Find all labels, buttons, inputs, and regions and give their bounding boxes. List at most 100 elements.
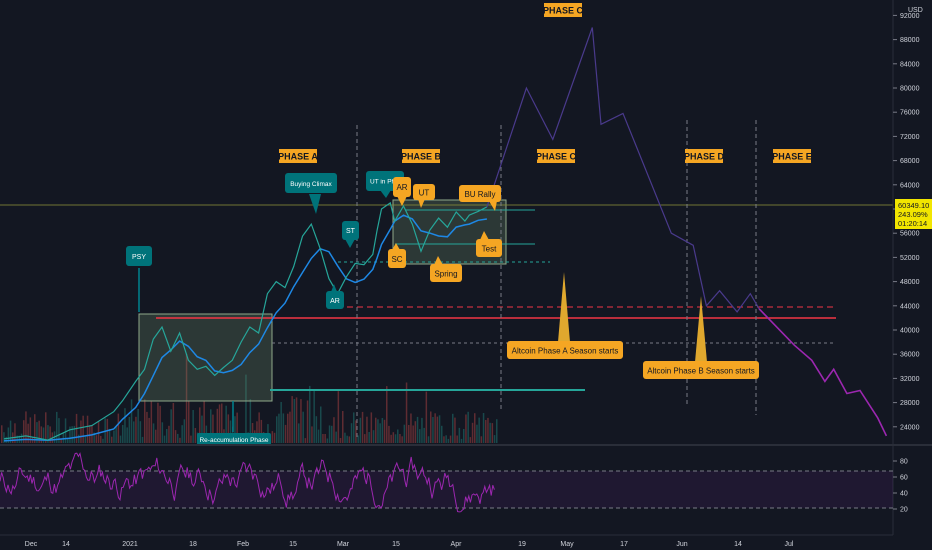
volume-bar bbox=[388, 425, 390, 443]
volume-bar bbox=[73, 425, 76, 443]
svg-text:PHASE C: PHASE C bbox=[536, 152, 577, 162]
volume-bar bbox=[36, 422, 38, 443]
volume-bar bbox=[335, 431, 337, 443]
volume-bar bbox=[216, 408, 219, 443]
event-ar[interactable]: AR bbox=[393, 177, 411, 206]
volume-bar bbox=[478, 417, 480, 443]
volume-bar bbox=[260, 419, 263, 443]
volume-bar bbox=[60, 438, 62, 443]
price-tick-label: 28000 bbox=[900, 400, 920, 407]
volume-bar bbox=[469, 437, 472, 443]
volume-bar bbox=[130, 399, 133, 443]
volume-bar bbox=[361, 411, 364, 443]
time-tick-label: 14 bbox=[62, 541, 70, 548]
volume-bar bbox=[122, 425, 124, 443]
event-sc[interactable]: SC bbox=[388, 243, 406, 268]
volume-bar bbox=[170, 409, 172, 443]
reaccumulation-box[interactable] bbox=[138, 313, 273, 402]
volume-bar bbox=[183, 419, 186, 443]
currency-label: USD bbox=[908, 7, 923, 14]
last-price-badge[interactable]: 60349.10 243.09% 01:20:14 bbox=[895, 199, 932, 229]
event-test[interactable]: Test bbox=[476, 231, 502, 257]
time-tick-label: 2021 bbox=[122, 541, 138, 548]
volume-bar bbox=[42, 427, 45, 443]
phase-label-c[interactable]: PHASE C bbox=[536, 149, 577, 163]
volume-bar bbox=[412, 425, 414, 443]
volume-bar bbox=[474, 413, 476, 443]
volume-bar bbox=[403, 424, 406, 443]
volume-bar bbox=[174, 430, 177, 443]
price-tick-label: 64000 bbox=[900, 182, 920, 189]
volume-bar bbox=[315, 416, 318, 443]
svg-text:Re-accumulation Phase: Re-accumulation Phase bbox=[199, 437, 268, 444]
volume-bar bbox=[350, 423, 353, 443]
volume-bar bbox=[342, 411, 344, 443]
event-buying-climax[interactable]: Buying Climax bbox=[285, 173, 337, 214]
event-ar-low[interactable]: AR bbox=[326, 284, 344, 309]
price-tick-label: 88000 bbox=[900, 37, 920, 44]
volume-bar bbox=[306, 400, 309, 443]
volume-bar bbox=[84, 436, 87, 443]
volume-bar bbox=[293, 399, 296, 443]
volume-bar bbox=[124, 408, 126, 443]
volume-bar bbox=[355, 420, 357, 443]
svg-text:UT in Phase B: UT in Phase B bbox=[370, 179, 412, 186]
price-tick-label: 32000 bbox=[900, 376, 920, 383]
event-reaccumulation[interactable]: Re-accumulation Phase bbox=[197, 401, 271, 445]
volume-bar bbox=[236, 412, 238, 443]
volume-bar bbox=[150, 400, 153, 443]
volume-bar bbox=[287, 413, 289, 443]
phase-label-b[interactable]: PHASE B bbox=[401, 149, 442, 163]
svg-text:PHASE C: PHASE C bbox=[543, 6, 584, 16]
phase-label-a[interactable]: PHASE A bbox=[278, 149, 318, 163]
volume-bar bbox=[67, 438, 69, 443]
volume-bar bbox=[458, 427, 461, 443]
volume-bar bbox=[493, 435, 496, 443]
price-series-line bbox=[3, 201, 488, 441]
volume-bar bbox=[210, 409, 212, 443]
volume-bar bbox=[172, 403, 175, 443]
price-axis[interactable]: 24000 28000 32000 36000 40000 44000 48000 52000… bbox=[893, 13, 920, 431]
note-altcoin-phase-a[interactable]: Altcoin Phase A Season starts bbox=[507, 341, 623, 359]
event-spring[interactable]: Spring bbox=[430, 256, 462, 282]
time-axis[interactable]: Dec 14 2021 18 Feb 15 Mar 15 Apr 19 May 17 Jun 14 Jul bbox=[25, 541, 794, 548]
time-tick-label: Dec bbox=[25, 541, 38, 548]
svg-text:Test: Test bbox=[482, 245, 497, 254]
phase-label-c-top[interactable]: PHASE C bbox=[543, 3, 584, 17]
svg-text:Altcoin Phase A Season starts: Altcoin Phase A Season starts bbox=[512, 347, 619, 356]
volume-bar bbox=[89, 425, 91, 443]
volume-bar bbox=[102, 438, 104, 443]
volume-bar bbox=[443, 436, 445, 443]
price-tick-label: 72000 bbox=[900, 134, 920, 141]
price-tick-label: 84000 bbox=[900, 61, 920, 68]
volume-bar bbox=[188, 401, 190, 443]
event-st[interactable]: ST bbox=[342, 221, 359, 248]
rsi-axis[interactable]: 20 40 60 80 bbox=[893, 459, 908, 514]
volume-bar bbox=[320, 406, 322, 443]
volume-bar bbox=[291, 396, 293, 443]
volume-bar bbox=[436, 416, 439, 443]
event-psy[interactable]: PSY bbox=[126, 246, 152, 312]
volume-bar bbox=[256, 421, 258, 443]
volume-bar bbox=[416, 416, 419, 443]
volume-bar bbox=[434, 413, 436, 443]
volume-bar bbox=[69, 426, 71, 443]
volume-bar bbox=[117, 413, 120, 443]
event-bu-rally[interactable]: BU Rally bbox=[459, 185, 501, 211]
volume-bar bbox=[194, 428, 197, 443]
event-ut[interactable]: UT bbox=[413, 184, 435, 208]
svg-text:PHASE D: PHASE D bbox=[684, 152, 725, 162]
volume-bar bbox=[289, 411, 291, 443]
volume-bar bbox=[344, 432, 346, 443]
volume-bar bbox=[476, 424, 478, 443]
volume-bar bbox=[328, 425, 331, 443]
phase-label-e[interactable]: PHASE E bbox=[772, 149, 812, 163]
note-altcoin-phase-b[interactable]: Altcoin Phase B Season starts bbox=[643, 361, 759, 379]
volume-bar bbox=[273, 432, 276, 443]
volume-bar bbox=[485, 420, 487, 443]
phase-label-d[interactable]: PHASE D bbox=[684, 149, 725, 163]
volume-bar bbox=[480, 436, 483, 443]
volume-bar bbox=[368, 432, 370, 443]
volume-bar bbox=[229, 420, 232, 443]
